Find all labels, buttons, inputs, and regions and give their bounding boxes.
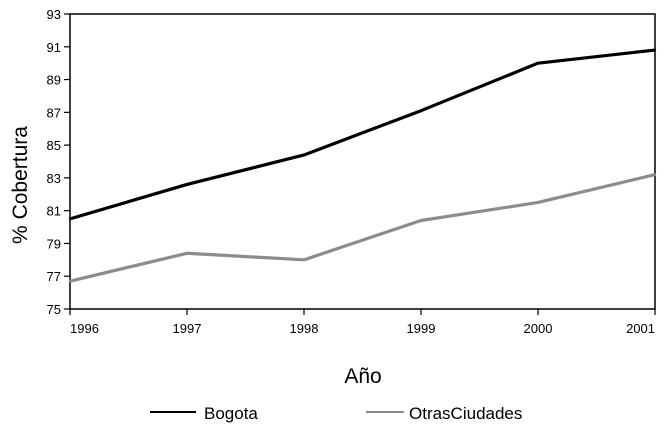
y-tick-label-77: 77 <box>47 269 61 284</box>
data-point-otrasciudades-1997 <box>185 252 189 255</box>
x-tick-label-1996: 1996 <box>70 321 99 336</box>
legend-label-bogota: Bogota <box>204 404 258 423</box>
x-tick-label-1999: 1999 <box>407 321 436 336</box>
legend-label-otrasciudades: OtrasCiudades <box>409 404 522 423</box>
data-point-otrasciudades-1998 <box>302 258 306 262</box>
data-point-bogota-2000 <box>536 61 540 65</box>
y-tick-label-79: 79 <box>47 236 61 251</box>
data-point-bogota-1998 <box>302 153 306 157</box>
x-tick-label-1998: 1998 <box>290 321 319 336</box>
y-tick-label-89: 89 <box>47 73 61 88</box>
x-axis: 1996 1997 1998 1999 2000 2001 <box>69 309 656 336</box>
x-tick-label-2000: 2000 <box>524 321 553 336</box>
series-line-bogota <box>69 48 656 221</box>
y-tick-label-87: 87 <box>47 105 61 120</box>
data-point-bogota-1997 <box>185 183 189 186</box>
legend-entry-bogota: Bogota <box>150 404 258 423</box>
y-tick-label-75: 75 <box>47 302 61 317</box>
legend: Bogota OtrasCiudades <box>150 404 522 423</box>
y-tick-label-85: 85 <box>47 138 61 153</box>
plot-area <box>69 13 656 310</box>
y-axis: 75 77 79 81 83 85 87 89 91 93 <box>47 7 70 317</box>
data-point-otrasciudades-2001 <box>653 173 657 176</box>
y-tick-label-91: 91 <box>47 40 61 55</box>
plot-frame <box>69 13 656 310</box>
data-point-bogota-2001 <box>653 48 657 52</box>
y-axis-label: % Cobertura <box>9 126 32 244</box>
data-point-bogota-1996 <box>68 217 72 221</box>
data-point-otrasciudades-1996 <box>68 279 72 283</box>
data-point-otrasciudades-2000 <box>536 201 540 204</box>
x-axis-label: Año <box>344 365 381 388</box>
x-tick-label-2001: 2001 <box>626 321 655 336</box>
x-tick-label-1997: 1997 <box>173 321 202 336</box>
data-point-otrasciudades-1999 <box>419 219 423 222</box>
y-tick-label-83: 83 <box>47 171 61 186</box>
legend-entry-otrasciudades: OtrasCiudades <box>366 404 522 423</box>
data-point-bogota-1999 <box>419 109 423 112</box>
series-layer <box>68 48 657 283</box>
y-tick-label-81: 81 <box>47 204 61 219</box>
series-line-otrasciudades <box>69 173 656 283</box>
y-tick-label-93: 93 <box>47 7 61 22</box>
